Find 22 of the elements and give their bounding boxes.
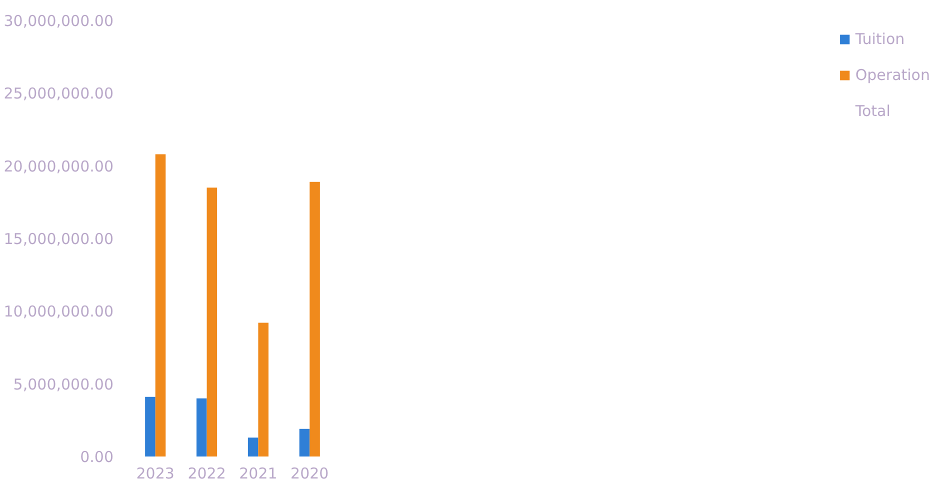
text: Total: [855, 102, 890, 120]
y-tick-label: 15,000,000.00: [4, 230, 114, 248]
bar: [206, 188, 218, 456]
legend-label: Operation: [855, 66, 930, 84]
y-tick-label: 30,000,000.00: [4, 12, 114, 30]
y-tick-label: 20,000,000.00: [4, 157, 114, 176]
x-tick-label: 2022: [188, 464, 226, 482]
legend-label: Tuition: [855, 30, 905, 48]
bar: [248, 438, 258, 456]
y-tick-label: 10,000,000.00: [4, 302, 114, 321]
bar: [196, 398, 207, 456]
x-tick-label: 2020: [290, 464, 329, 482]
bar: [258, 322, 268, 456]
y-tick-label: 25,000,000.00: [4, 84, 114, 103]
y-tick-label: 0.00: [80, 448, 114, 466]
bar: [145, 396, 156, 456]
bar: [310, 182, 320, 456]
y-tick-label: 5,000,000.00: [13, 375, 114, 394]
x-tick-label: 2021: [239, 464, 278, 482]
bar: [155, 154, 166, 456]
bar: [299, 428, 310, 456]
x-tick-label: 2023: [136, 464, 174, 482]
